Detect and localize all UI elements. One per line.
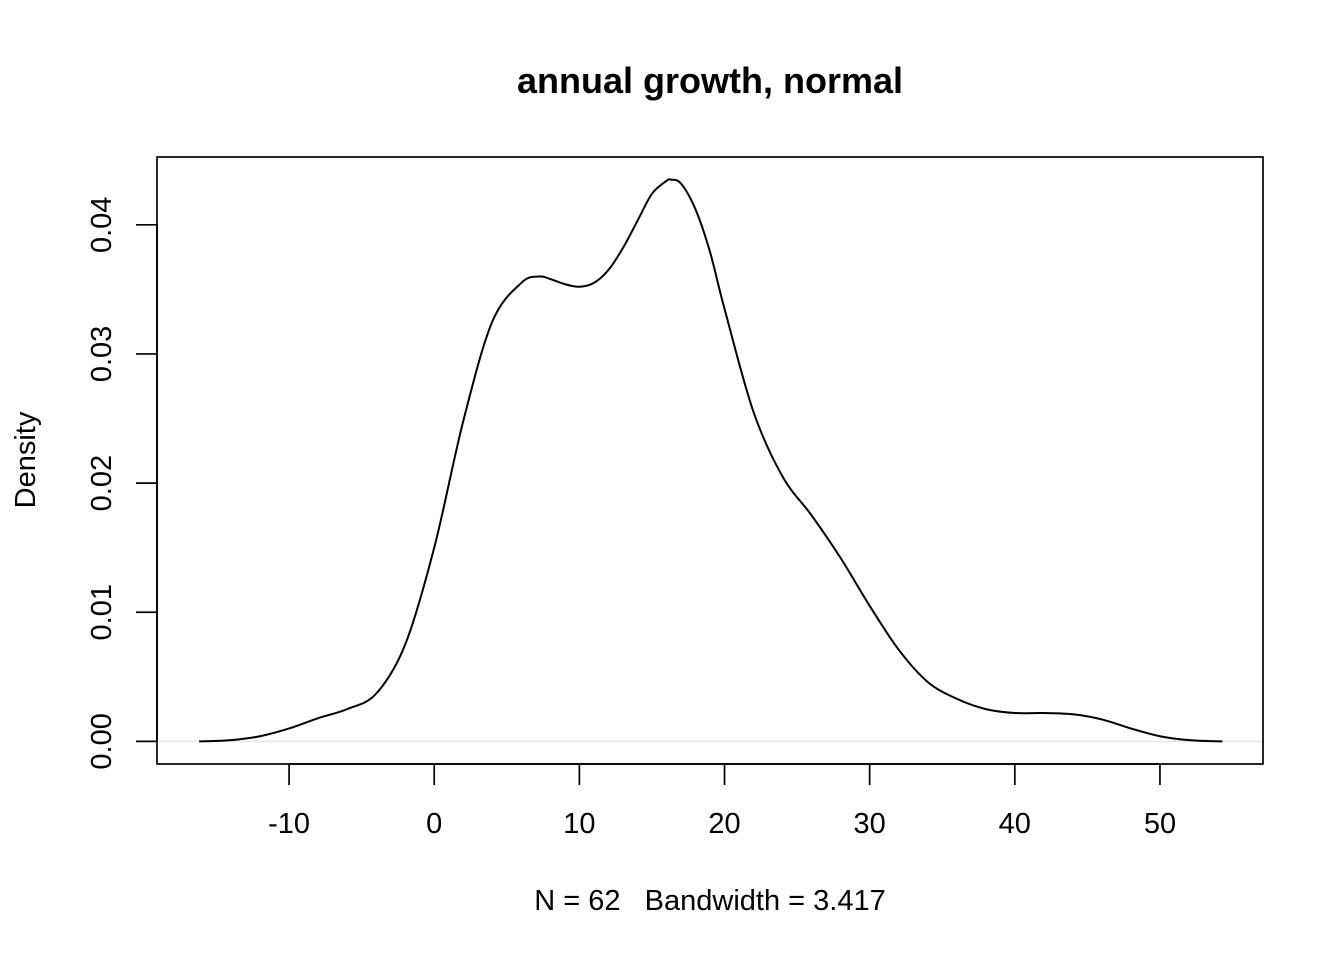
y-tick-label: 0.01: [86, 584, 118, 640]
x-tick-label: 30: [854, 808, 886, 840]
x-tick-label: 10: [563, 808, 595, 840]
x-axis-label: N = 62 Bandwidth = 3.417: [534, 885, 885, 917]
y-tick-label: 0.03: [86, 326, 118, 382]
y-tick-label: 0.00: [86, 713, 118, 769]
x-tick-label: 20: [708, 808, 740, 840]
y-tick-label: 0.04: [86, 197, 118, 253]
x-tick-label: 50: [1144, 808, 1176, 840]
x-axis: -10 0 10 20 30 40 50: [268, 763, 1176, 840]
y-tick-label: 0.02: [86, 455, 118, 511]
density-curve: [199, 178, 1223, 743]
x-tick-label: 40: [999, 808, 1031, 840]
chart-title: annual growth, normal: [517, 60, 903, 101]
x-tick-label: -10: [268, 808, 310, 840]
y-axis: 0.00 0.01 0.02 0.03 0.04: [86, 197, 158, 770]
plot-frame: [156, 156, 1264, 765]
y-axis-label: Density: [10, 411, 42, 508]
x-tick-label: 0: [426, 808, 442, 840]
